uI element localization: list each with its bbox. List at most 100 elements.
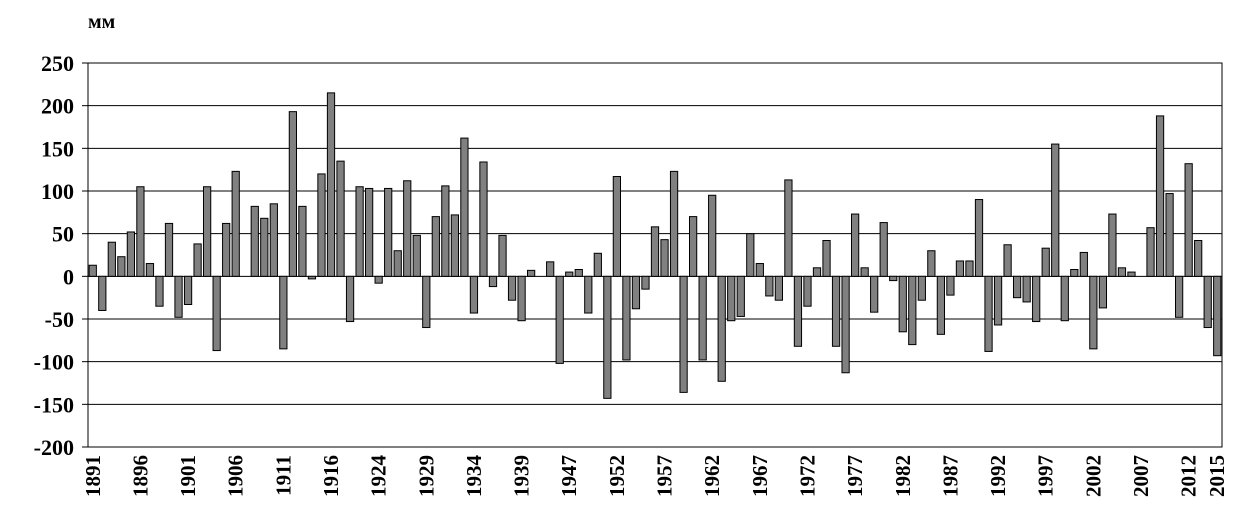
- x-tick-label: 2002: [1081, 455, 1105, 497]
- bar: [1184, 163, 1193, 277]
- bar: [717, 275, 726, 382]
- bar: [660, 239, 669, 277]
- bar: [1213, 275, 1222, 357]
- bar: [155, 275, 164, 307]
- x-tick-label: 2012: [1177, 455, 1201, 497]
- y-tick-label: 50: [52, 222, 74, 247]
- bar: [584, 275, 593, 314]
- y-axis-label: мм: [88, 11, 115, 33]
- bar: [1203, 275, 1212, 329]
- bar: [488, 275, 498, 288]
- bar: [336, 160, 345, 277]
- bar: [422, 275, 431, 329]
- bar: [727, 275, 736, 322]
- x-tick-label: 2007: [1129, 455, 1153, 497]
- bar: [927, 250, 936, 277]
- y-tick-label: 250: [41, 51, 74, 76]
- bar: [126, 231, 136, 277]
- x-tick-label: 1972: [795, 455, 819, 497]
- bar: [164, 222, 174, 277]
- bar: [231, 170, 240, 277]
- x-tick-label: 1967: [748, 455, 772, 497]
- bar: [1003, 244, 1012, 277]
- bar: [1098, 275, 1108, 309]
- bar: [117, 256, 126, 277]
- bar: [441, 185, 450, 277]
- bar: [145, 263, 155, 277]
- bar: [698, 275, 707, 361]
- y-tick-label: 200: [41, 94, 74, 119]
- x-tick-label: 1977: [843, 455, 867, 497]
- bar: [384, 187, 393, 277]
- bar: [812, 267, 822, 277]
- bar: [403, 180, 412, 277]
- bar: [746, 233, 755, 277]
- bar: [507, 275, 517, 301]
- bar: [860, 267, 869, 277]
- x-tick-label: 1982: [891, 455, 915, 497]
- bar: [450, 214, 460, 277]
- bar: [1146, 227, 1155, 277]
- x-tick-label: 1952: [605, 455, 629, 497]
- bar: [936, 275, 946, 335]
- bar: [650, 226, 660, 277]
- bar: [355, 186, 364, 277]
- bar: [183, 275, 193, 305]
- bar: [1127, 271, 1136, 277]
- x-tick-label: 1911: [271, 455, 295, 496]
- bar: [1022, 275, 1031, 303]
- bar: [679, 275, 688, 393]
- x-tick-label: 1924: [367, 455, 391, 498]
- bar: [765, 275, 774, 297]
- bar: [298, 205, 307, 277]
- bar: [984, 275, 993, 352]
- bar: [889, 275, 898, 282]
- x-tick-label: 1929: [414, 455, 438, 497]
- bar: [364, 187, 374, 277]
- x-tick-label: 1962: [700, 455, 724, 497]
- bar: [631, 275, 641, 310]
- y-tick-label: -50: [45, 307, 74, 332]
- bar: [917, 275, 926, 301]
- bar: [574, 269, 583, 277]
- bar: [755, 263, 764, 277]
- bar: [593, 252, 602, 277]
- bar: [374, 275, 383, 284]
- x-tick-label: 1997: [1034, 455, 1058, 497]
- bar: [412, 234, 421, 277]
- x-tick-label: 1939: [510, 455, 534, 497]
- bar: [565, 271, 574, 277]
- y-tick-label: 150: [41, 136, 74, 161]
- bar: [774, 275, 784, 301]
- bar: [479, 161, 488, 277]
- bar: [1117, 267, 1127, 277]
- bar: [1060, 275, 1069, 322]
- bar: [431, 216, 440, 277]
- bar: [222, 222, 231, 277]
- bar: [822, 239, 831, 277]
- bar: [98, 275, 107, 311]
- bar: [622, 275, 631, 361]
- bar: [669, 170, 679, 277]
- bar: [307, 275, 317, 280]
- bar: [193, 243, 202, 277]
- x-tick-label: 1987: [938, 455, 962, 497]
- bar: [831, 275, 841, 347]
- x-tick-label: 1992: [986, 455, 1010, 497]
- bar: [460, 137, 469, 277]
- bar: [526, 269, 536, 277]
- plot-frame: [87, 62, 1223, 448]
- bar: [736, 275, 745, 317]
- bar: [965, 260, 974, 277]
- bar: [793, 275, 803, 347]
- bar: [136, 186, 145, 277]
- bar: [1032, 275, 1041, 323]
- bar: [345, 275, 355, 323]
- bar: [393, 250, 402, 277]
- bar: [850, 213, 860, 277]
- bar: [517, 275, 526, 322]
- bar: [1108, 213, 1117, 277]
- x-tick-label: 1896: [128, 455, 152, 497]
- bar: [469, 275, 479, 314]
